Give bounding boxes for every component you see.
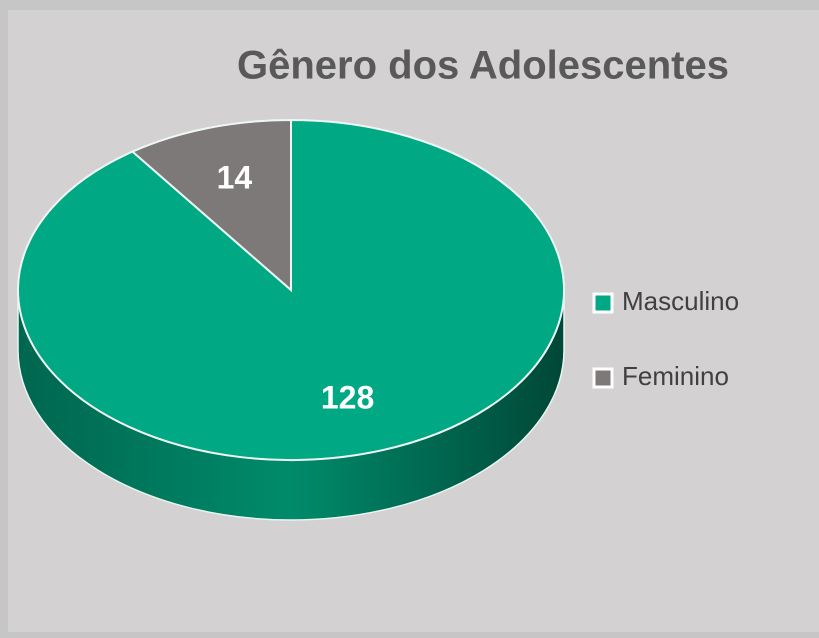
legend-swatch [592,367,614,389]
data-label: 14 [217,159,253,195]
pie-slice [130,118,292,293]
legend-label: Feminino [622,361,729,391]
legend-swatch [592,292,614,314]
legend-label: Masculino [622,286,739,316]
data-label: 128 [321,380,374,416]
chart-title: Gênero dos Adolescentes [237,44,729,88]
